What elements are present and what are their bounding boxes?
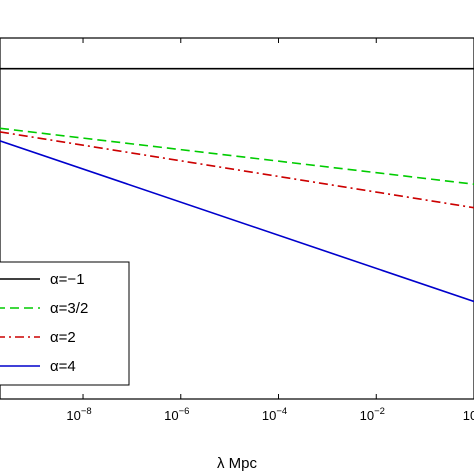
x-tick-label: 10−2	[360, 406, 385, 423]
x-tick-base: 10	[164, 408, 178, 423]
x-tick-exponent: −8	[81, 406, 92, 417]
x-tick-exponent: −4	[276, 406, 287, 417]
x-tick-label: 10−6	[164, 406, 189, 423]
legend-label-2: α=3/2	[50, 300, 88, 317]
legend-label-3: α=2	[50, 329, 76, 346]
x-tick-base: 10	[463, 408, 474, 423]
x-tick-label: 10	[463, 408, 474, 423]
legend-box	[0, 261, 130, 386]
series-line-2	[0, 127, 474, 185]
series-line-4	[0, 140, 474, 303]
series-line-3	[0, 131, 474, 209]
x-tick-base: 10	[360, 408, 374, 423]
x-tick-base: 10	[66, 408, 80, 423]
x-tick-label: 10−4	[262, 406, 287, 423]
legend-label-1: α=−1	[50, 271, 85, 288]
x-tick-exponent: −2	[374, 406, 385, 417]
x-ticks: 10−8 10−6 10−4 10−2 10	[66, 38, 474, 423]
x-tick-exponent: −6	[179, 406, 190, 417]
legend: α=−1 α=3/2 α=2 α=4	[0, 261, 130, 386]
x-tick-label: 10−8	[66, 406, 91, 423]
x-axis-label: λ Mpc	[217, 455, 258, 472]
x-tick-base: 10	[262, 408, 276, 423]
legend-label-4: α=4	[50, 358, 76, 375]
series-layer	[0, 67, 474, 303]
